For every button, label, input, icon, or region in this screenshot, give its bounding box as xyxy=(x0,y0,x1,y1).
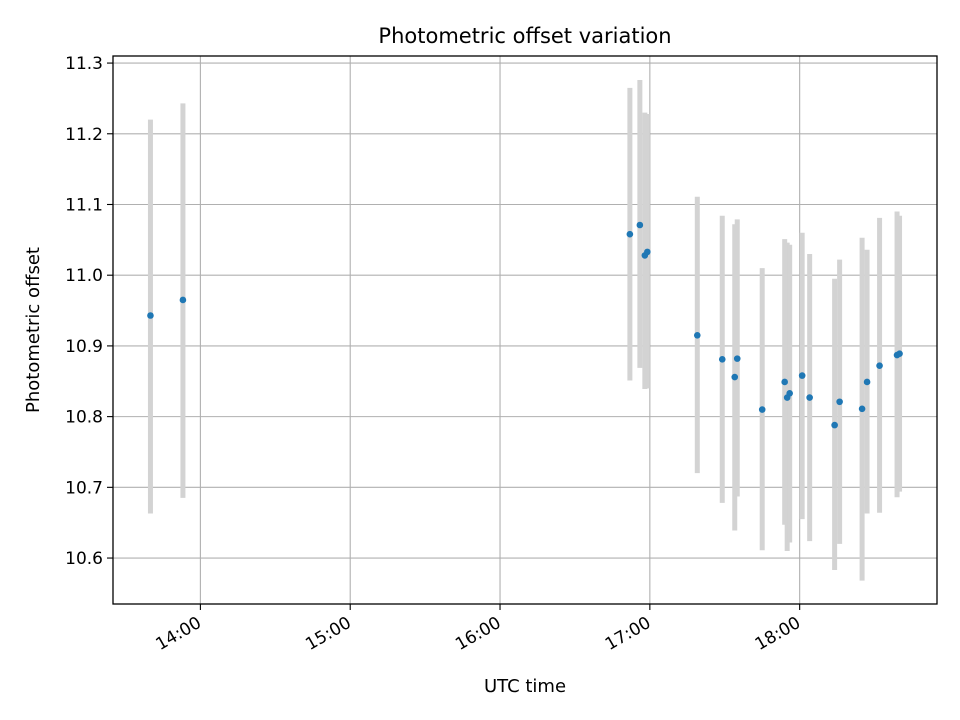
chart-title: Photometric offset variation xyxy=(378,24,671,48)
x-axis-label: UTC time xyxy=(484,676,566,697)
data-point xyxy=(718,356,726,363)
data-point xyxy=(896,350,903,357)
y-tick-label: 11.3 xyxy=(65,54,103,74)
data-point xyxy=(876,362,883,370)
data-point xyxy=(798,372,806,379)
y-tick-label: 10.9 xyxy=(65,337,103,357)
data-point xyxy=(858,405,866,413)
y-axis-label: Photometric offset xyxy=(23,247,44,413)
data-point xyxy=(786,389,793,397)
y-tick-label: 10.6 xyxy=(65,549,103,569)
data-point xyxy=(758,406,766,413)
y-tick-label: 11.1 xyxy=(65,195,103,215)
data-point xyxy=(693,332,701,339)
data-point xyxy=(636,221,644,229)
data-point xyxy=(831,421,838,429)
plot-frame xyxy=(112,55,938,605)
data-point xyxy=(733,355,741,362)
data-point xyxy=(806,394,813,401)
data-point xyxy=(626,230,634,238)
data-point xyxy=(781,378,788,386)
data-point xyxy=(147,312,154,319)
y-axis-ticks: 10.6 10.7 10.8 10.9 11.0 11.1 11.2 11.3 xyxy=(65,54,113,569)
data-point xyxy=(836,398,843,406)
y-tick-label: 10.8 xyxy=(65,408,103,428)
data-points xyxy=(147,221,903,429)
y-tick-label: 10.7 xyxy=(65,478,103,498)
y-tick-label: 11.0 xyxy=(65,266,103,286)
data-point xyxy=(644,248,651,256)
y-tick-label: 11.2 xyxy=(65,125,103,145)
data-point xyxy=(731,373,739,381)
data-point xyxy=(863,378,871,386)
data-point xyxy=(179,296,187,304)
